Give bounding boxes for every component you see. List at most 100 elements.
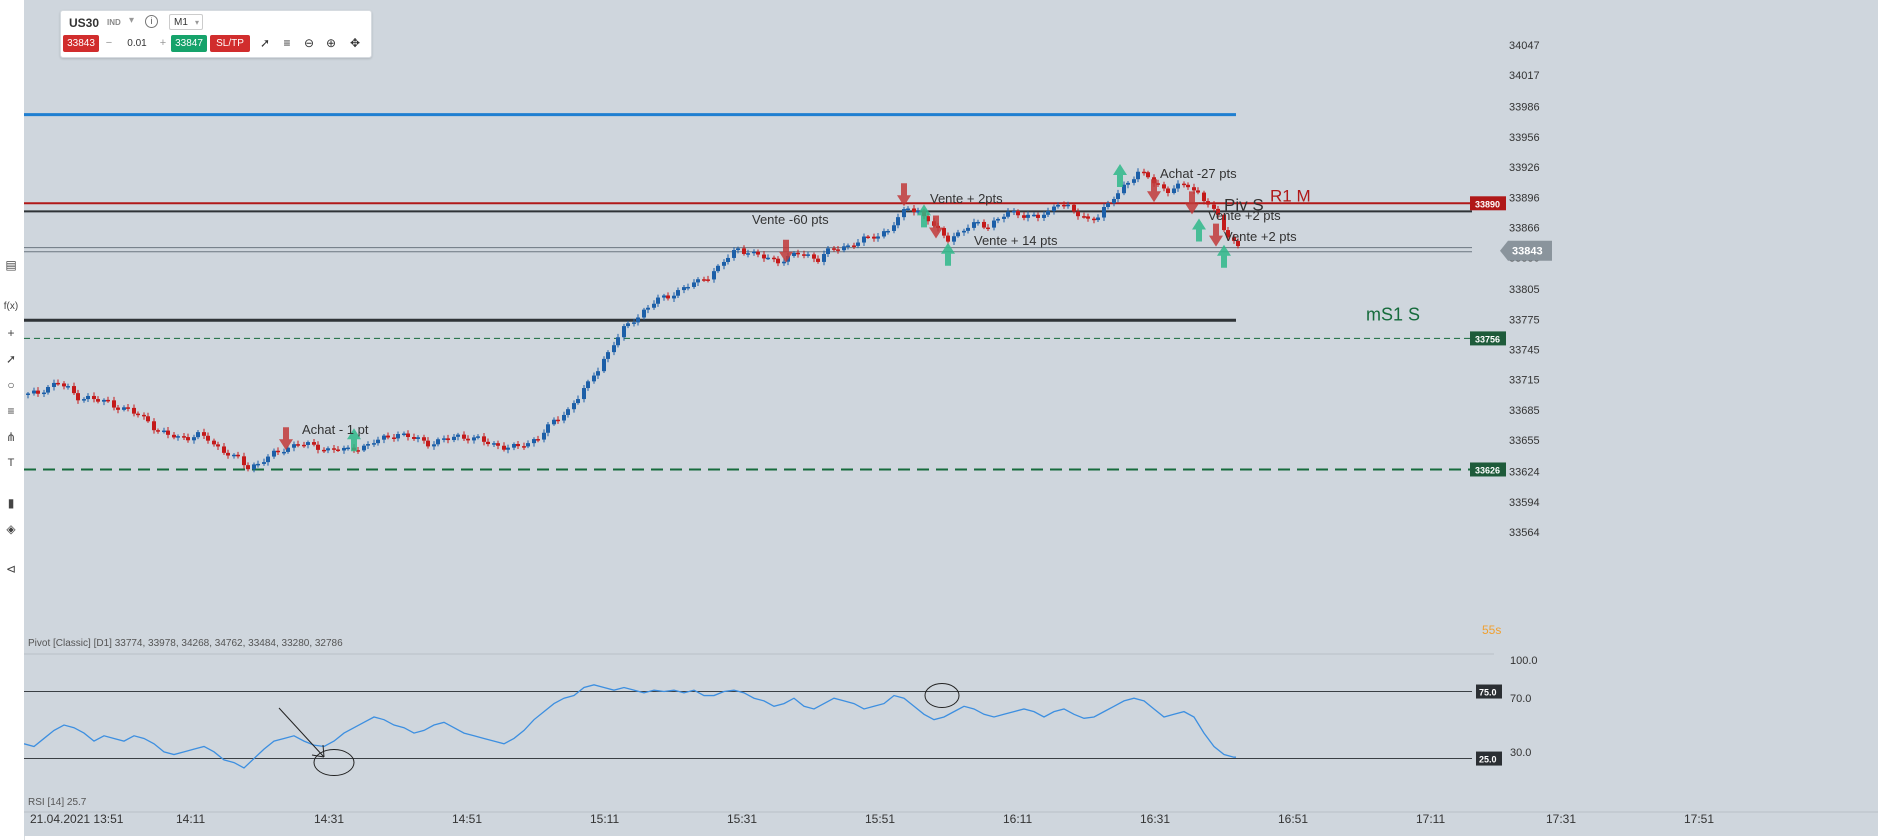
buy-arrow-icon[interactable] [1113,164,1127,188]
candle-body [766,257,770,260]
symbol-label[interactable]: US30 [69,16,100,30]
candle-body [1096,217,1100,221]
candle-body [682,287,686,291]
price-tick-label: 33624 [1509,467,1540,479]
candle-body [92,395,96,400]
price-tick-label: 33745 [1509,345,1540,357]
pitchfork-icon[interactable]: ⋔ [5,430,17,444]
price-chart[interactable]: 3404734017339863395633926338963386633836… [24,0,1878,836]
candle-body [866,236,870,239]
candle-body [326,448,330,451]
candle-body [76,393,80,401]
sell-arrow-icon[interactable] [929,215,943,239]
candle-body [702,279,706,281]
quantity-input[interactable]: 0.01 [127,38,147,49]
candle-body [1226,230,1230,238]
zoom-in-icon[interactable]: ⊕ [325,36,337,50]
chevron-down-icon[interactable]: ▾ [129,15,135,26]
candle-body [616,337,620,346]
candle-body [1062,204,1066,207]
buy-arrow-icon[interactable] [1217,244,1231,268]
candle-body [802,254,806,256]
fibonacci-icon[interactable]: ≡ [7,404,15,418]
buy-button[interactable]: 33847 [171,35,207,52]
price-tick-label: 33564 [1509,527,1540,539]
rsi-tick-label: 30.0 [1510,747,1531,759]
candle-body [1196,190,1200,193]
candle-body [1232,237,1236,241]
quantity-decrease-button[interactable]: − [105,37,113,49]
candle-body [1012,210,1016,213]
buy-arrow-icon[interactable] [347,428,361,452]
panel-icon[interactable]: ▤ [5,258,17,272]
crosshair-icon[interactable]: ✥ [349,36,361,50]
text-icon[interactable]: T [2,454,20,472]
candle-body [852,245,856,247]
circle-icon[interactable]: ○ [7,378,15,392]
time-tick-label: 15:11 [590,812,619,826]
candle-body [706,279,710,281]
rsi-level-badge-bg [1476,684,1502,699]
candle-body [462,434,466,439]
candle-body [826,248,830,255]
price-tick-label: 33896 [1509,192,1540,204]
candle-body [1126,182,1130,185]
sell-arrow-icon[interactable] [1185,191,1199,215]
sell-button[interactable]: 33843 [63,35,99,52]
candle-body [232,454,236,457]
info-icon[interactable]: i [145,15,158,28]
price-tick-label: 33805 [1509,284,1540,296]
buy-arrow-icon[interactable] [1192,218,1206,242]
line-chart-icon[interactable]: ➚ [259,36,271,50]
rsi-level-badge-bg [1476,751,1502,766]
instrument-type-label: IND [107,18,121,27]
candle-body [106,399,110,402]
price-axis-bg [1494,0,1878,656]
crosshair-plus-icon[interactable]: + [7,326,15,340]
candle-body [32,390,36,394]
candle-body [926,216,930,222]
r1-price-badge: 33890 [1475,199,1500,209]
candle-body [736,248,740,251]
candle-body [602,358,606,372]
buy-arrow-icon[interactable] [917,204,931,228]
quantity-increase-button[interactable]: + [159,37,167,49]
candle-body [206,435,210,441]
timeframe-select[interactable]: M1 ▾ [169,14,203,30]
sell-arrow-icon[interactable] [1209,223,1223,247]
zoom-out-icon[interactable]: ⊖ [303,36,315,50]
candle-body [512,443,516,448]
sell-arrow-icon[interactable] [779,239,793,263]
function-icon[interactable]: f(x) [2,298,20,316]
sell-arrow-icon[interactable] [279,427,293,451]
sell-arrow-icon[interactable] [1147,179,1161,203]
sltp-button[interactable]: SL/TP [210,35,250,52]
time-tick-label: 17:11 [1416,812,1445,826]
trade-label-achat-1: Achat - 1 pt [302,422,369,437]
buy-arrow-icon[interactable] [941,242,955,266]
candle-body [446,438,450,441]
chart-area[interactable]: 3404734017339863395633926338963386633836… [24,0,1878,836]
candle-body [1086,216,1090,219]
time-tick-label: 16:31 [1140,812,1170,826]
candle-body [1202,192,1206,202]
candle-body [696,279,700,283]
trade-label-achat-27: Achat -27 pts [1160,166,1237,181]
candle-body [1056,204,1060,207]
candle-body [486,441,490,445]
layers-icon[interactable]: ◈ [6,522,16,536]
candle-body [302,444,306,447]
candle-body [216,444,220,447]
candle-body [392,437,396,439]
candle-body [82,399,86,401]
candle-body [306,442,310,445]
trendline-icon[interactable]: ➚ [5,352,17,366]
candle-body [952,236,956,242]
candle-body [526,443,530,447]
candle-body [882,231,886,237]
sell-arrow-icon[interactable] [897,183,911,207]
indicators-icon[interactable]: ≡ [283,36,291,50]
candles-icon[interactable]: ▮ [7,496,15,510]
share-icon[interactable]: ⊲ [5,562,17,576]
candle-body [336,449,340,451]
